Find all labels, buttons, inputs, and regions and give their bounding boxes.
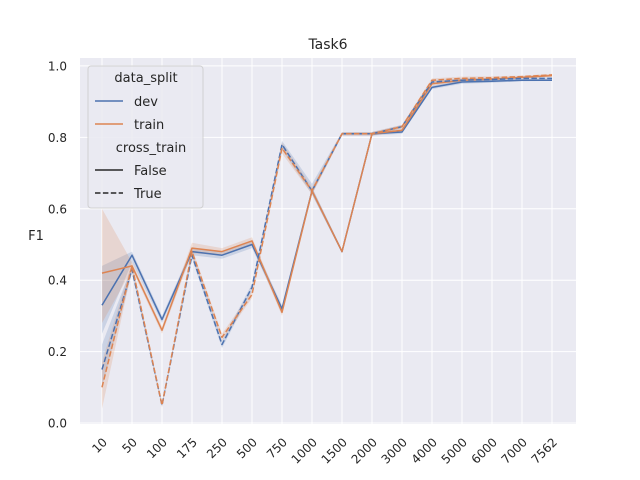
x-tick-label: 1000 (289, 435, 320, 466)
x-tick-label: 750 (264, 435, 290, 461)
legend-dev-label: dev (134, 95, 158, 110)
x-tick-label: 250 (204, 435, 230, 461)
legend: data_split dev train cross_train False T… (87, 65, 204, 209)
y-tick-label: 0.8 (48, 131, 67, 145)
x-tick-label: 5000 (439, 435, 470, 466)
legend-true-label: True (133, 187, 162, 202)
legend-train-label: train (134, 118, 164, 133)
legend-hue-title: data_split (114, 71, 177, 86)
y-tick-labels: 0.0 0.2 0.4 0.6 0.8 1.0 (48, 59, 67, 430)
x-tick-label: 100 (144, 435, 170, 461)
x-tick-label: 50 (119, 435, 140, 456)
train-true-line (101, 74, 553, 406)
x-tick-label: 4000 (409, 435, 440, 466)
y-tick-label: 0.2 (48, 345, 67, 359)
x-tick-label: 175 (174, 435, 200, 461)
legend-style-title: cross_train (116, 141, 186, 156)
x-tick-label: 500 (234, 435, 260, 461)
x-tick-label: 10 (89, 435, 110, 456)
dev-true-band (102, 77, 552, 408)
y-axis-label: F1 (28, 229, 44, 244)
series-lines (101, 74, 553, 406)
y-tick-label: 1.0 (48, 59, 67, 73)
x-tick-label: 1500 (319, 435, 350, 466)
x-tick-label: 7000 (499, 435, 530, 466)
y-tick-label: 0.0 (48, 417, 67, 431)
legend-false-label: False (134, 164, 167, 179)
x-tick-label: 2000 (349, 435, 380, 466)
x-tick-label: 7562 (529, 435, 560, 466)
chart-title: Task6 (307, 37, 347, 53)
y-tick-label: 0.4 (48, 274, 67, 288)
x-tick-label: 6000 (469, 435, 500, 466)
y-tick-label: 0.6 (48, 202, 67, 216)
x-tick-label: 3000 (379, 435, 410, 466)
confidence-bands (102, 73, 552, 409)
x-tick-labels: 10 50 100 175 250 500 750100015002000300040005… (89, 435, 560, 466)
